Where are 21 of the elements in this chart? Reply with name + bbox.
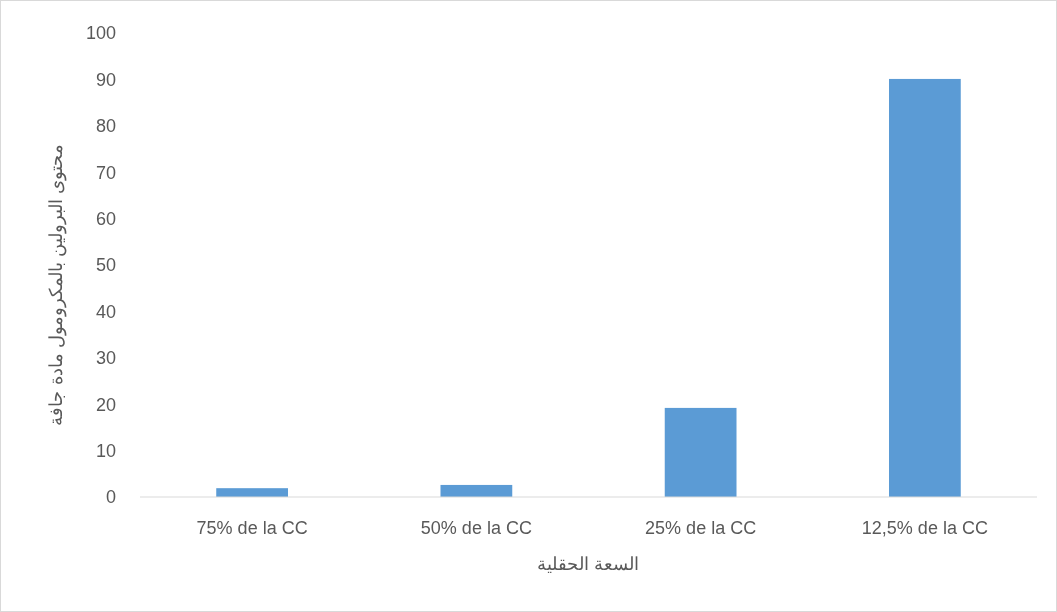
x-tick-label: 50% de la CC bbox=[420, 518, 532, 538]
y-axis-title: محتوى البرولين بالمكرومول مادة جافة bbox=[46, 144, 67, 426]
y-tick-label: 60 bbox=[95, 208, 116, 229]
y-tick-label: 20 bbox=[95, 394, 116, 415]
bar bbox=[216, 488, 289, 497]
y-tick-label: 100 bbox=[85, 23, 116, 44]
x-tick-label: 12,5% de la CC bbox=[861, 518, 988, 538]
y-tick-label: 80 bbox=[95, 116, 116, 137]
y-tick-label: 30 bbox=[95, 348, 116, 369]
y-tick-label: 70 bbox=[95, 162, 116, 183]
y-tick-label: 0 bbox=[105, 487, 116, 508]
x-axis-title: السعة الحقلية bbox=[537, 554, 640, 574]
x-tick-label: 75% de la CC bbox=[196, 518, 308, 538]
bar bbox=[664, 407, 737, 497]
bar bbox=[889, 78, 961, 497]
y-tick-label: 50 bbox=[95, 255, 116, 276]
x-tick-label: 25% de la CC bbox=[645, 518, 757, 538]
y-tick-label: 90 bbox=[95, 69, 116, 90]
y-tick-label: 10 bbox=[95, 440, 116, 461]
y-tick-label: 40 bbox=[95, 301, 116, 322]
bar bbox=[440, 484, 513, 497]
